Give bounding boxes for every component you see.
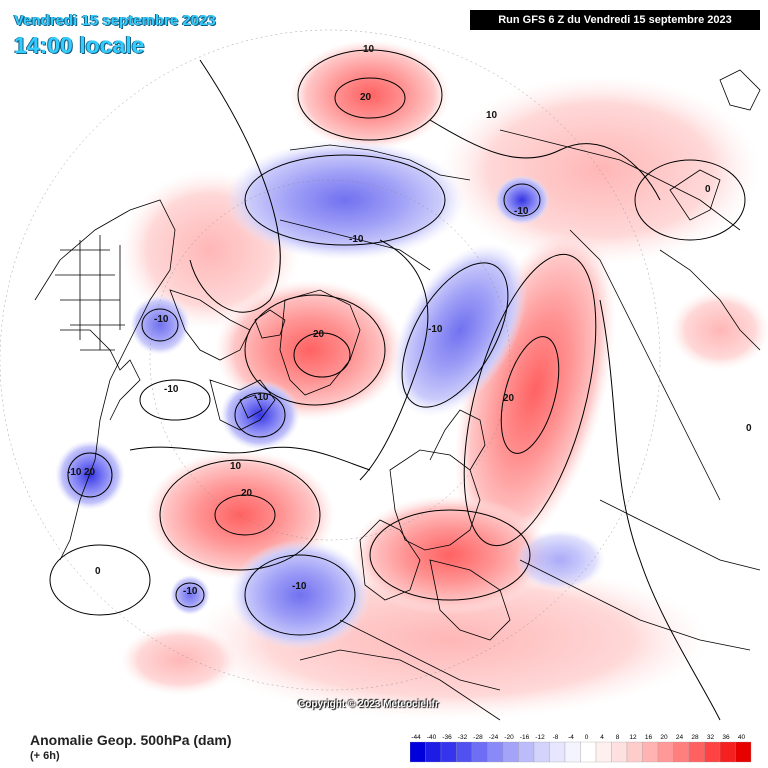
forecast-step: (+ 6h) [30,750,60,762]
scale-tick-label: 24 [676,734,684,741]
map-title: Anomalie Geop. 500hPa (dam) [30,732,232,748]
scale-swatch [626,741,643,763]
label-atlantic-high: 20 [241,488,253,499]
scale-tick-label: -40 [427,734,437,741]
forecast-time: 14:00 locale [14,32,145,58]
scale-swatch [657,741,674,763]
scale-tick-label: -20 [504,734,514,741]
scale-tick-label: 36 [722,734,730,741]
label-east-zero: 0 [746,423,752,434]
scale-swatch [440,741,457,763]
label-kamchatka-low: -10 [514,206,529,217]
scale-swatch [673,741,690,763]
scale-tick-label: 0 [585,734,589,741]
scale-swatch [410,741,426,763]
scale-tick-label: 20 [660,734,668,741]
scale-tick-label: 32 [707,734,715,741]
scale-swatch [580,741,597,763]
scale-swatch [533,741,550,763]
label-gulf-low: -10 [67,467,82,478]
label-asia-zero: 0 [705,184,711,195]
scale-tick-label: 8 [616,734,620,741]
label-barents-low: -10 [428,324,443,335]
label-north-pacific-high: 20 [360,92,372,103]
contour-labels: 20 10 20 20 10 20 10 -10 -10 -10 -10 -10… [67,44,752,597]
run-info: Run GFS 6 Z du Vendredi 15 septembre 202… [470,10,760,30]
label-greatlakes-low: -10 [164,384,179,395]
scale-tick-label: 40 [738,734,746,741]
label-azores-low: -10 [183,586,198,597]
label-russia-high-outer: 10 [486,110,498,121]
scale-tick-label: -28 [473,734,483,741]
label-greenland-high: 20 [313,329,325,340]
scale-swatch [487,741,504,763]
scale-swatch [425,741,442,763]
scale-swatch [456,741,473,763]
copyright: Copyright © 2023 Meteociel.fr [298,699,439,710]
label-russia-high: 20 [503,393,515,404]
scale-swatch [502,741,519,763]
scale-tick-label: -4 [568,734,574,741]
scale-tick-label: 16 [645,734,653,741]
anomaly-map: 20 10 20 20 10 20 10 -10 -10 -10 -10 -10… [0,29,768,721]
scale-tick-label: -24 [489,734,499,741]
scale-swatch [704,741,721,763]
color-scale: -44 -40 -36 -32 -28 -24 -20 -16 -12 -8 -4 0 4 8 12 16 20… [410,734,752,763]
coastlines [0,29,761,721]
scale-swatch [688,741,705,763]
scale-tick-label: 12 [629,734,637,741]
label-north-pacific-high-outer: 10 [363,44,375,55]
scale-swatch [549,741,566,763]
forecast-date: Vendredi 15 septembre 2023 [14,12,216,29]
scale-swatch [471,741,488,763]
scale-swatch [611,741,628,763]
label-pacific-zero: 0 [95,566,101,577]
scale-swatch [595,741,612,763]
scale-tick-label: -32 [458,734,468,741]
scale-tick-label: -8 [553,734,559,741]
scale-swatch [642,741,659,763]
scale-tick-label: -44 [411,734,421,741]
scale-swatch [518,741,535,763]
scale-tick-label: 4 [600,734,604,741]
scale-tick-label: 28 [691,734,699,741]
label-atlantic-high-outer: 10 [230,461,242,472]
scale-swatch [735,741,752,763]
scale-tick-label: -36 [442,734,452,741]
label-gulf-low-center: 20 [84,467,96,478]
contours [49,49,746,721]
scale-swatch [564,741,581,763]
scale-tick-label: -16 [520,734,530,741]
label-hudson-low: -10 [254,392,269,403]
scale-swatch [719,741,736,763]
label-canada-low: -10 [154,314,169,325]
label-atlantic-low: -10 [292,581,307,592]
scale-tick-label: -12 [535,734,545,741]
label-siberia-low: -10 [349,234,364,245]
